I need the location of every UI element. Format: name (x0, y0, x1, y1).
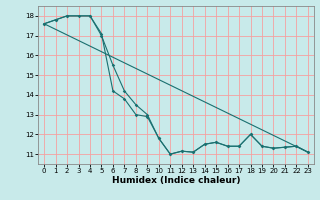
X-axis label: Humidex (Indice chaleur): Humidex (Indice chaleur) (112, 176, 240, 185)
